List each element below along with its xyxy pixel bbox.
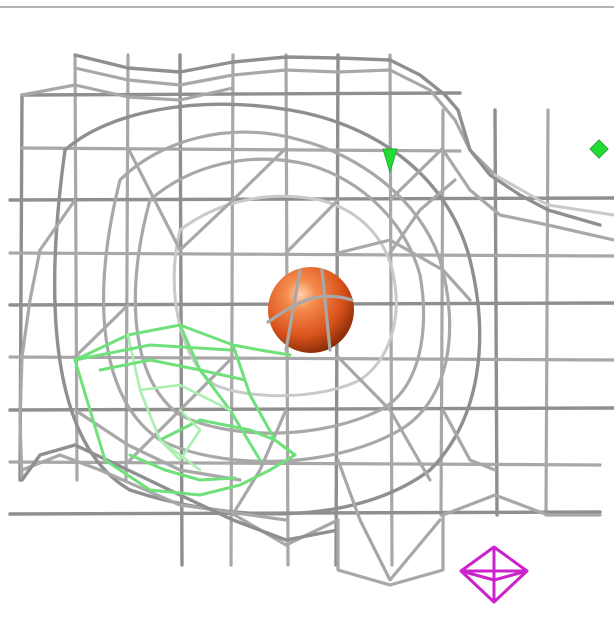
green-mesh-edge <box>160 420 275 440</box>
mesh-right-sweep <box>458 110 600 225</box>
green-marker-small[interactable] <box>590 140 608 158</box>
mesh-top-ridge <box>75 55 458 110</box>
magenta-marker[interactable] <box>461 547 527 602</box>
mesh-spoke <box>20 200 75 480</box>
mesh-grid-row <box>22 93 460 95</box>
mesh-spoke <box>233 148 286 200</box>
mesh-grid-row <box>10 253 614 256</box>
mesh-grid-column <box>495 110 497 515</box>
mesh-spoke <box>286 200 338 253</box>
mesh-spoke <box>338 460 440 580</box>
mesh-spoke <box>338 240 470 300</box>
green-mesh-edge <box>100 360 245 380</box>
mesh-grid-column <box>75 55 77 480</box>
mesh-grid-row <box>10 357 614 360</box>
mesh-grid-row <box>10 408 614 410</box>
mesh-grid-column <box>546 110 548 515</box>
atom-sphere[interactable] <box>268 267 354 353</box>
mesh-spoke <box>75 305 128 357</box>
green-marker[interactable] <box>383 149 397 172</box>
mesh-grid-column <box>390 55 392 565</box>
mesh-grid-column <box>180 55 182 565</box>
mesh-right-sweep-3 <box>495 175 614 215</box>
mesh-spoke <box>443 410 495 470</box>
